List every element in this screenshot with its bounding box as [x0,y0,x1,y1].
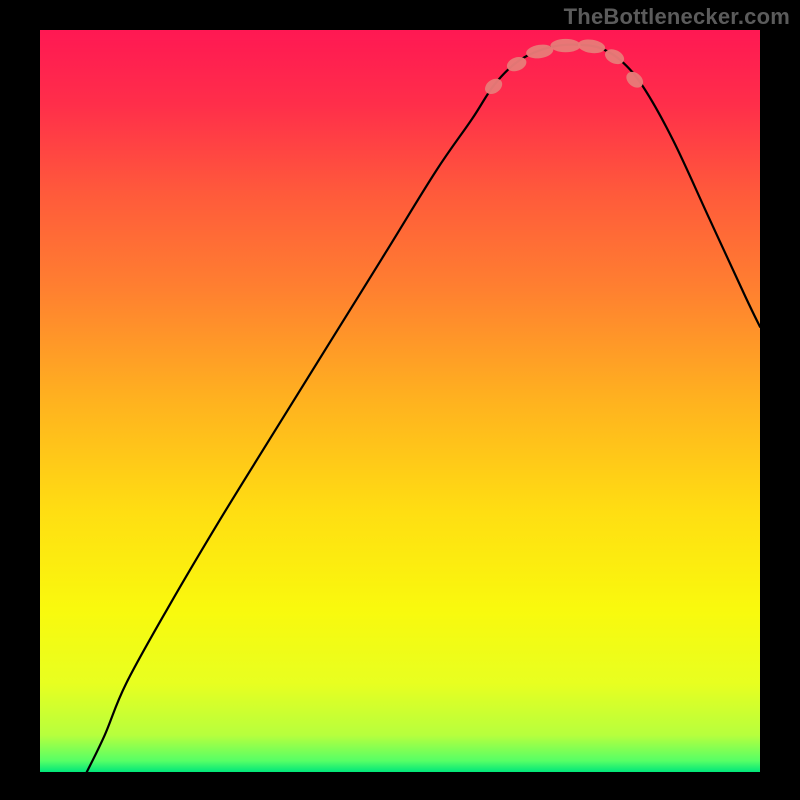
plot-background [40,30,760,772]
bottleneck-chart [0,0,800,800]
